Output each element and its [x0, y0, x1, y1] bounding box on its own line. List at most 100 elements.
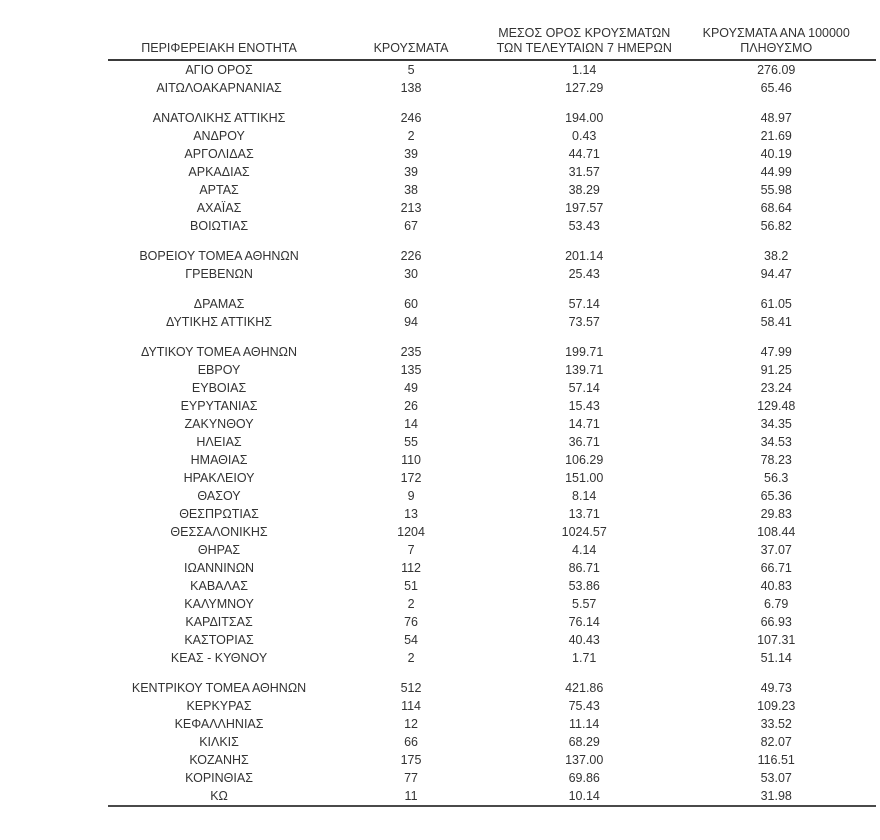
report-page: ΠΕΡΙΦΕΡΕΙΑΚΗ ΕΝΟΤΗΤΑ ΚΡΟΥΣΜΑΤΑ ΜΕΣΟΣ ΟΡΟ…: [0, 26, 880, 840]
table-row: ΕΥΒΟΙΑΣ 49 57.14 23.24: [108, 379, 876, 397]
col-header-cases: ΚΡΟΥΣΜΑΤΑ: [330, 26, 492, 61]
cases-cell: 76: [404, 615, 418, 629]
avg7-cell: 25.43: [568, 267, 600, 281]
table-row: ΑΧΑΪΑΣ 213 197.57 68.64: [108, 199, 876, 217]
table-row: ΚΙΛΚΙΣ 66 68.29 82.07: [108, 733, 876, 751]
spacer-cell: [108, 283, 876, 295]
table-row: ΑΙΤΩΛΟΑΚΑΡΝΑΝΙΑΣ 138 127.29 65.46: [108, 79, 876, 97]
avg7-cell: 57.14: [568, 381, 600, 395]
per100k-cell: 66.93: [760, 615, 792, 629]
cases-cell: 235: [400, 345, 422, 359]
cases-cell: 110: [401, 453, 421, 467]
avg7-cell: 194.00: [565, 111, 604, 125]
table-row: ΒΟΡΕΙΟΥ ΤΟΜΕΑ ΑΘΗΝΩΝ 226 201.14 38.2: [108, 247, 876, 265]
cases-cell: 172: [400, 471, 422, 485]
per100k-cell: 65.46: [760, 81, 792, 95]
cases-cell: 2: [407, 651, 415, 665]
avg7-cell: 5.57: [572, 597, 597, 611]
per100k-cell: 68.64: [760, 201, 792, 215]
avg7-cell: 0.43: [572, 129, 597, 143]
avg7-cell: 4.14: [572, 543, 597, 557]
cases-cell: 138: [400, 81, 422, 95]
table-row: ΗΡΑΚΛΕΙΟΥ 172 151.00 56.3: [108, 469, 876, 487]
region-cell: ΘΕΣΠΡΩΤΙΑΣ: [179, 507, 259, 521]
region-cell: ΑΡΤΑΣ: [199, 183, 239, 197]
cases-cell: 114: [401, 699, 421, 713]
per100k-cell: 78.23: [760, 453, 792, 467]
per100k-cell: 40.83: [760, 579, 792, 593]
avg7-cell: 68.29: [568, 735, 600, 749]
cases-cell: 1204: [397, 525, 425, 539]
cases-cell: 135: [400, 363, 422, 377]
cases-cell: 12: [404, 717, 418, 731]
per100k-cell: 91.25: [760, 363, 792, 377]
region-cell: ΖΑΚΥΝΘΟΥ: [184, 417, 254, 431]
header-line: ΤΩΝ ΤΕΛΕΥΤΑΙΩΝ 7 ΗΜΕΡΩΝ: [496, 41, 672, 55]
avg7-cell: 75.43: [568, 699, 600, 713]
region-cell: ΚΕΦΑΛΛΗΝΙΑΣ: [174, 717, 264, 731]
cases-cell: 60: [404, 297, 418, 311]
region-cell: ΔΥΤΙΚΗΣ ΑΤΤΙΚΗΣ: [166, 315, 273, 329]
region-cell: ΕΥΒΟΙΑΣ: [191, 381, 247, 395]
cases-cell: 5: [407, 63, 415, 77]
region-cell: ΑΡΓΟΛΙΔΑΣ: [184, 147, 254, 161]
per100k-cell: 108.44: [757, 525, 796, 539]
region-cell: ΚΕΑΣ - ΚΥΘΝΟΥ: [170, 651, 268, 665]
cases-cell: 213: [400, 201, 422, 215]
per100k-cell: 34.35: [760, 417, 792, 431]
table-row: ΚΕΑΣ - ΚΥΘΝΟΥ 2 1.71 51.14: [108, 649, 876, 667]
per100k-cell: 34.53: [760, 435, 792, 449]
cases-cell: 30: [404, 267, 418, 281]
group-spacer: [108, 331, 876, 343]
region-cell: ΑΙΤΩΛΟΑΚΑΡΝΑΝΙΑΣ: [156, 81, 282, 95]
per100k-cell: 66.71: [760, 561, 792, 575]
region-cell: ΘΗΡΑΣ: [197, 543, 241, 557]
avg7-cell: 1.14: [572, 63, 597, 77]
region-cell: ΕΥΡΥΤΑΝΙΑΣ: [180, 399, 258, 413]
cases-cell: 226: [400, 249, 422, 263]
avg7-cell: 44.71: [568, 147, 600, 161]
per100k-cell: 109.23: [757, 699, 796, 713]
region-cell: ΒΟΡΕΙΟΥ ΤΟΜΕΑ ΑΘΗΝΩΝ: [139, 249, 299, 263]
region-cell: ΔΥΤΙΚΟΥ ΤΟΜΕΑ ΑΘΗΝΩΝ: [141, 345, 298, 359]
col-header-per-100k: ΚΡΟΥΣΜΑΤΑ ΑΝΑ 100000 ΠΛΗΘΥΣΜΟ: [676, 26, 876, 61]
table-row: ΘΑΣΟΥ 9 8.14 65.36: [108, 487, 876, 505]
table-row: ΚΑΛΥΜΝΟΥ 2 5.57 6.79: [108, 595, 876, 613]
region-cell: ΑΧΑΪΑΣ: [196, 201, 242, 215]
avg7-cell: 86.71: [568, 561, 600, 575]
group-spacer: [108, 235, 876, 247]
avg7-cell: 106.29: [565, 453, 604, 467]
table-row: ΚΟΖΑΝΗΣ 175 137.00 116.51: [108, 751, 876, 769]
region-cell: ΑΓΙΟ ΟΡΟΣ: [185, 63, 253, 77]
header-line: ΠΛΗΘΥΣΜΟ: [740, 41, 813, 55]
cases-cell: 14: [404, 417, 418, 431]
cases-cell: 9: [407, 489, 415, 503]
region-cell: ΚΟΖΑΝΗΣ: [189, 753, 249, 767]
per100k-cell: 107.31: [757, 633, 796, 647]
table-row: ΚΕΝΤΡΙΚΟΥ ΤΟΜΕΑ ΑΘΗΝΩΝ 512 421.86 49.73: [108, 679, 876, 697]
per100k-cell: 33.52: [760, 717, 792, 731]
spacer-cell: [108, 331, 876, 343]
table-row: ΑΡΓΟΛΙΔΑΣ 39 44.71 40.19: [108, 145, 876, 163]
avg7-cell: 199.71: [565, 345, 604, 359]
region-cell: ΚΕΡΚΥΡΑΣ: [186, 699, 252, 713]
table-row: ΕΥΡΥΤΑΝΙΑΣ 26 15.43 129.48: [108, 397, 876, 415]
table-row: ΚΩ 11 10.14 31.98: [108, 787, 876, 807]
region-cell: ΑΡΚΑΔΙΑΣ: [188, 165, 250, 179]
avg7-cell: 38.29: [568, 183, 600, 197]
avg7-cell: 421.86: [565, 681, 604, 695]
cases-cell: 39: [404, 147, 418, 161]
spacer-cell: [108, 97, 876, 109]
cases-cell: 13: [404, 507, 418, 521]
cases-cell: 51: [404, 579, 418, 593]
table-row: ΕΒΡΟΥ 135 139.71 91.25: [108, 361, 876, 379]
avg7-cell: 8.14: [572, 489, 597, 503]
avg7-cell: 139.71: [565, 363, 604, 377]
table-row: ΚΕΡΚΥΡΑΣ 114 75.43 109.23: [108, 697, 876, 715]
cases-cell: 66: [404, 735, 418, 749]
table-header: ΠΕΡΙΦΕΡΕΙΑΚΗ ΕΝΟΤΗΤΑ ΚΡΟΥΣΜΑΤΑ ΜΕΣΟΣ ΟΡΟ…: [108, 26, 876, 61]
cases-cell: 246: [400, 111, 422, 125]
avg7-cell: 14.71: [568, 417, 600, 431]
cases-cell: 54: [404, 633, 418, 647]
region-cell: ΓΡΕΒΕΝΩΝ: [185, 267, 253, 281]
